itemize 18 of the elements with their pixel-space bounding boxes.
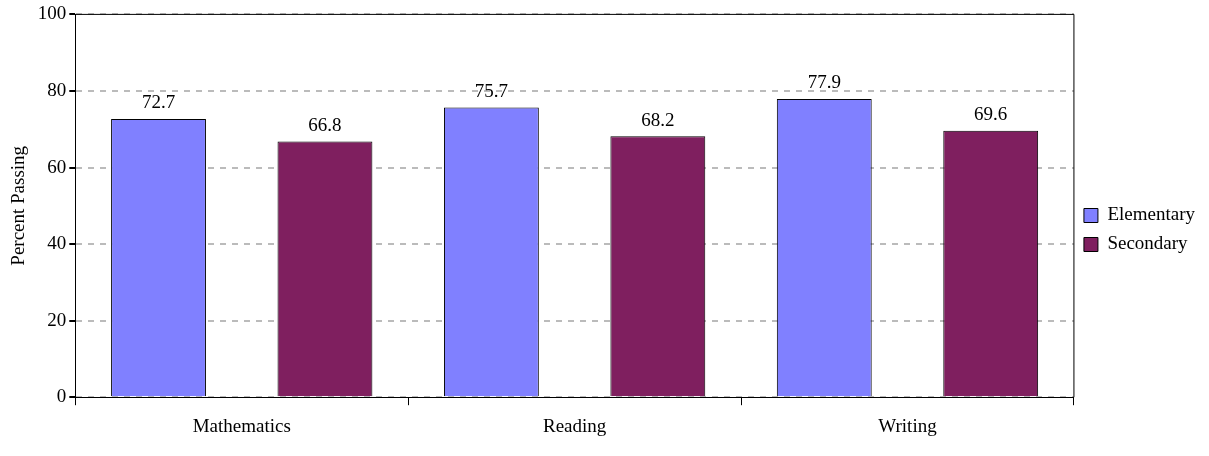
y-tick-label: 60	[47, 155, 67, 177]
y-tick-label: 100	[37, 2, 67, 24]
y-tick-label: 40	[47, 232, 67, 254]
data-label: 72.7	[141, 91, 176, 113]
y-axis-title: Percent Passing	[7, 145, 29, 266]
data-label: 75.7	[474, 79, 509, 101]
x-tick-label: Reading	[542, 414, 607, 436]
data-label: 77.9	[807, 71, 841, 93]
data-label: 66.8	[308, 113, 342, 135]
data-label: 68.2	[641, 108, 675, 130]
y-tick-label: 20	[47, 308, 67, 330]
data-label: 69.6	[974, 103, 1008, 125]
x-tick-label: Mathematics	[192, 414, 291, 436]
y-tick-label: 80	[47, 78, 67, 100]
legend-label: Elementary	[1107, 203, 1196, 225]
y-tick-label: 0	[56, 385, 67, 407]
x-tick-label: Writing	[878, 414, 938, 436]
legend-label: Secondary	[1107, 232, 1189, 254]
